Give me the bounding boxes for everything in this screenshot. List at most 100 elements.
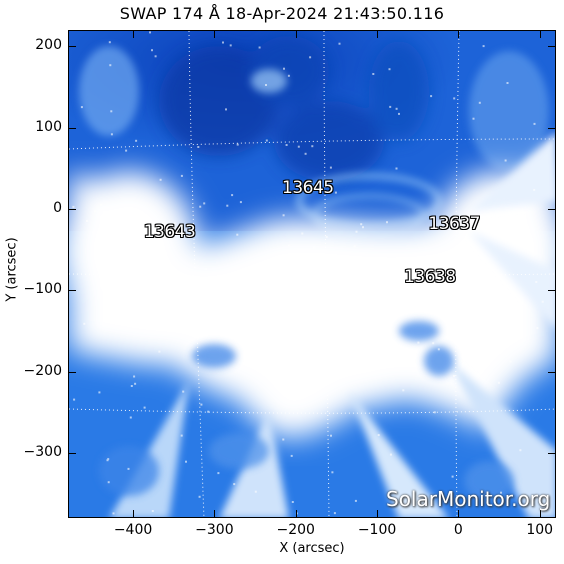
speckle	[151, 510, 154, 512]
x-tick-mark-top	[133, 30, 135, 38]
x-tick-label: −100	[357, 522, 397, 538]
speckle	[239, 201, 242, 204]
speckle	[130, 385, 133, 387]
speckle	[149, 31, 151, 34]
speckle	[478, 101, 481, 104]
speckle	[402, 389, 405, 392]
speckle	[388, 68, 391, 71]
speckle	[265, 84, 267, 86]
speckle	[134, 382, 137, 385]
speckle	[297, 145, 300, 148]
speckle	[288, 244, 291, 247]
speckle	[135, 139, 138, 142]
speckle	[265, 139, 268, 142]
speckle	[236, 233, 239, 236]
speckle	[133, 375, 136, 378]
speckle	[516, 332, 519, 334]
y-tick-mark-right	[548, 127, 556, 129]
x-tick-label: 0	[453, 522, 463, 538]
speckle	[398, 112, 400, 115]
noise-speckles	[72, 31, 544, 515]
speckle	[362, 226, 364, 229]
speckle	[217, 472, 220, 475]
speckle	[430, 95, 433, 98]
speckle	[80, 106, 83, 109]
x-tick-mark	[214, 510, 216, 518]
speckle	[282, 438, 285, 441]
y-tick-mark	[68, 46, 76, 48]
x-tick-label: −300	[195, 522, 234, 538]
x-tick-mark	[539, 510, 541, 518]
speckle	[258, 46, 261, 49]
speckle	[287, 74, 290, 77]
speckle	[399, 345, 402, 348]
speckle	[233, 483, 236, 486]
speckle	[285, 144, 288, 146]
speckle	[354, 259, 357, 261]
x-tick-mark	[295, 510, 297, 518]
speckle	[283, 67, 285, 70]
dark-streaks	[159, 36, 429, 181]
speckle	[504, 159, 507, 162]
speckle	[203, 315, 206, 318]
speckle	[291, 501, 294, 503]
y-tick-label: −300	[23, 443, 62, 460]
speckle	[533, 122, 536, 125]
speckle	[83, 322, 86, 325]
speckle	[338, 42, 341, 45]
heliographic-grid	[69, 31, 555, 517]
solar-image-frame	[68, 30, 556, 518]
speckle	[158, 350, 161, 353]
speckle	[182, 390, 185, 393]
speckle	[226, 204, 229, 207]
y-tick-mark-right	[548, 290, 556, 292]
speckle	[236, 143, 239, 146]
speckle	[331, 471, 334, 474]
speckle	[472, 117, 475, 120]
speckle	[372, 73, 375, 75]
speckle	[100, 203, 103, 206]
speckle	[437, 348, 440, 351]
speckle	[159, 178, 162, 181]
speckle	[112, 512, 115, 515]
speckle	[451, 475, 454, 478]
speckle	[108, 41, 111, 44]
speckle	[390, 273, 393, 276]
speckle	[533, 188, 536, 191]
speckle	[129, 416, 132, 419]
active-region-label: 13638	[404, 267, 456, 288]
speckle	[229, 44, 232, 47]
speckle	[417, 341, 420, 344]
x-tick-mark-top	[295, 30, 297, 38]
speckle	[173, 222, 176, 225]
x-tick-mark	[458, 510, 460, 518]
euv-solar-image	[69, 31, 555, 517]
speckle	[200, 403, 203, 406]
speckle	[486, 501, 489, 504]
speckle	[127, 246, 130, 249]
speckle	[151, 49, 153, 52]
speckle	[432, 342, 435, 345]
speckle	[304, 152, 307, 155]
speckle	[110, 133, 113, 136]
speckle	[386, 221, 388, 224]
speckle	[389, 105, 392, 108]
speckle	[86, 220, 89, 222]
speckle	[311, 145, 314, 148]
speckle	[509, 360, 512, 363]
x-tick-mark	[133, 510, 135, 518]
speckle	[307, 303, 310, 306]
speckle	[264, 278, 267, 281]
speckle	[395, 107, 398, 110]
speckle	[73, 398, 76, 401]
y-tick-label: 100	[35, 118, 62, 135]
active-region-label: 13637	[428, 214, 480, 235]
speckle	[506, 82, 509, 84]
speckle	[98, 391, 101, 394]
speckle	[453, 97, 456, 100]
y-tick-mark-right	[548, 46, 556, 48]
speckle	[500, 491, 502, 494]
speckle	[301, 232, 304, 235]
speckle	[207, 410, 210, 413]
speckle	[395, 167, 398, 170]
